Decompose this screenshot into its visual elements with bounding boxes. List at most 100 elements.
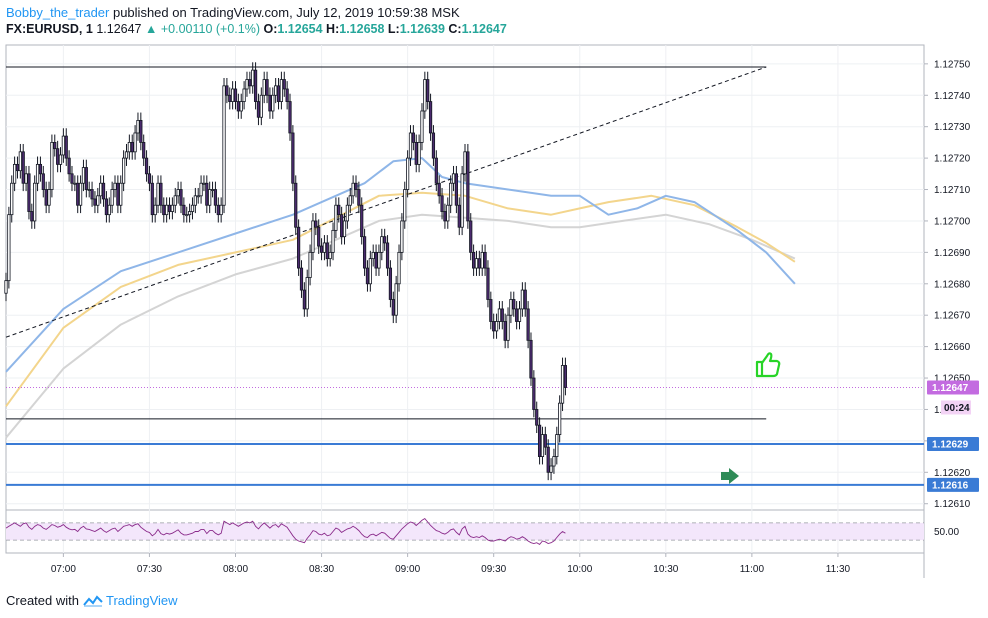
candle-body	[472, 251, 476, 269]
candle-body	[368, 258, 372, 285]
publish-text: published on TradingView.com, July 12, 2…	[109, 5, 460, 20]
x-tick-label: 08:00	[223, 564, 248, 575]
rsi-tick-label: 50.00	[934, 527, 959, 538]
candle-body	[417, 141, 421, 165]
candle-body	[219, 204, 223, 216]
tradingview-link[interactable]: TradingView	[83, 593, 178, 608]
y-tick-label: 1.12670	[934, 311, 971, 322]
rsi-band	[6, 522, 924, 541]
candle-body	[113, 182, 117, 190]
candle-body	[228, 94, 232, 102]
candle-body	[176, 189, 180, 197]
candle-body	[182, 204, 186, 216]
candle-body	[38, 163, 43, 175]
x-tick-label: 10:00	[567, 564, 592, 575]
time-axis[interactable]: 07:00 07:30 08:00 08:30 09:00 09:30 10:00 10:30…	[51, 553, 851, 575]
candle-body	[394, 283, 398, 316]
candle-body	[434, 157, 438, 184]
candle-body	[446, 204, 450, 222]
candle-body	[4, 280, 8, 294]
candle-body	[451, 173, 456, 184]
drawings	[5, 66, 924, 486]
candle-body	[360, 204, 364, 238]
candle-body	[242, 88, 246, 102]
high-value: 1.12658	[339, 22, 385, 36]
candle-body	[265, 79, 269, 96]
price-chart[interactable]: 1.12750 1.12740 1.12730 1.12720 1.12710 1.127…	[0, 0, 988, 590]
candle-body	[199, 182, 203, 197]
candle-body	[30, 211, 34, 222]
candle-body	[251, 69, 255, 87]
candle-body	[24, 173, 28, 184]
candle-body	[225, 85, 229, 96]
candle-body	[308, 251, 312, 278]
countdown-tag-bg	[941, 400, 971, 415]
candle-body	[517, 308, 522, 322]
candle-body	[348, 195, 352, 206]
candle-body	[500, 308, 504, 322]
candle-body	[18, 151, 22, 172]
candle-body	[205, 182, 209, 206]
candle-body	[420, 110, 424, 143]
candle-body	[474, 258, 479, 269]
candle-body	[13, 163, 17, 184]
candle-body	[374, 251, 378, 269]
candles	[4, 62, 568, 481]
candle-body	[231, 88, 235, 102]
candle-body	[411, 132, 415, 143]
footer: Created with TradingView	[6, 593, 178, 608]
candle-body	[299, 267, 304, 291]
candle-body	[526, 308, 530, 341]
candle-body	[216, 204, 220, 216]
candle-body	[342, 220, 347, 238]
symbol-name[interactable]: FX:EURUSD, 1	[6, 22, 93, 36]
candle-body	[15, 163, 20, 172]
x-tick-label: 10:30	[653, 564, 678, 575]
green-arrow-marker	[721, 468, 739, 484]
candle-body	[391, 299, 395, 316]
candle-body	[480, 251, 484, 269]
y-tick-label: 1.12650	[934, 374, 971, 385]
candle-body	[35, 163, 40, 184]
candle-body	[122, 157, 126, 184]
candle-body	[245, 79, 249, 90]
candle-body	[93, 198, 97, 206]
change-value: +0.00110 (+0.1%)	[160, 22, 260, 36]
candle-body	[236, 101, 240, 112]
candle-body	[345, 204, 349, 222]
candle-body	[233, 88, 238, 102]
candle-body	[73, 182, 77, 185]
candle-body	[144, 157, 149, 175]
candle-body	[44, 189, 48, 206]
candle-body	[362, 236, 367, 269]
candle-body	[449, 182, 453, 206]
candle-body	[61, 135, 65, 156]
candle-body	[431, 132, 436, 159]
price-axis[interactable]: 1.12750 1.12740 1.12730 1.12720 1.12710 1.127…	[924, 59, 971, 538]
candle-body	[274, 85, 278, 96]
candle-body	[285, 88, 289, 102]
tradingview-brand[interactable]: TradingView	[105, 593, 178, 608]
candle-body	[291, 132, 295, 184]
candle-body	[552, 456, 556, 467]
candle-body	[509, 299, 513, 316]
candle-body	[457, 204, 461, 228]
candle-body	[340, 214, 344, 238]
publish-info: Bobby_the_trader published on TradingVie…	[6, 5, 460, 20]
candle-body	[124, 151, 129, 159]
close-label: C:	[448, 22, 462, 36]
candle-body	[10, 182, 14, 216]
candle-body	[90, 189, 94, 200]
candle-body	[423, 79, 427, 112]
level-1-tag: 1.12629	[932, 440, 969, 451]
candle-body	[520, 289, 524, 310]
candle-body	[84, 167, 88, 190]
candle-body	[294, 182, 298, 228]
candle-body	[380, 236, 384, 253]
author-link[interactable]: Bobby_the_trader	[6, 5, 110, 20]
x-tick-label: 11:00	[740, 564, 765, 575]
candle-body	[483, 251, 487, 269]
close-value: 1.12647	[461, 22, 507, 36]
candle-body	[297, 226, 301, 269]
candle-body	[78, 182, 83, 206]
